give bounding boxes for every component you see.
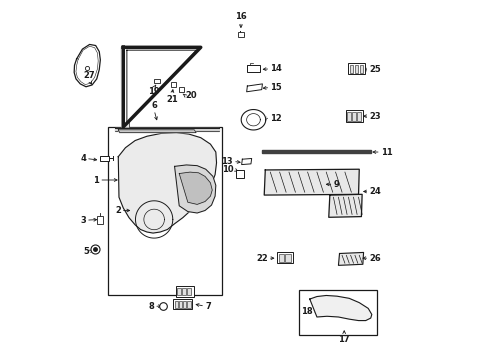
Text: 7: 7 xyxy=(204,302,210,311)
FancyBboxPatch shape xyxy=(187,301,190,308)
Text: 8: 8 xyxy=(148,302,154,311)
Polygon shape xyxy=(121,47,129,127)
FancyBboxPatch shape xyxy=(349,65,352,73)
FancyBboxPatch shape xyxy=(174,301,178,308)
FancyBboxPatch shape xyxy=(356,112,360,121)
Polygon shape xyxy=(338,252,363,265)
Text: 5: 5 xyxy=(83,247,89,256)
FancyBboxPatch shape xyxy=(187,288,191,296)
FancyBboxPatch shape xyxy=(285,253,290,262)
Text: 17: 17 xyxy=(338,335,349,344)
FancyBboxPatch shape xyxy=(351,112,355,121)
Text: 6: 6 xyxy=(151,101,157,110)
Polygon shape xyxy=(118,133,216,233)
FancyBboxPatch shape xyxy=(346,112,350,121)
Bar xyxy=(107,127,222,296)
Polygon shape xyxy=(264,169,359,195)
Polygon shape xyxy=(123,47,201,127)
Polygon shape xyxy=(261,150,370,153)
FancyBboxPatch shape xyxy=(177,288,181,296)
FancyBboxPatch shape xyxy=(171,82,176,87)
FancyBboxPatch shape xyxy=(359,65,363,73)
FancyBboxPatch shape xyxy=(278,253,284,262)
Polygon shape xyxy=(309,296,371,320)
Text: 4: 4 xyxy=(80,154,86,163)
FancyBboxPatch shape xyxy=(354,65,357,73)
Polygon shape xyxy=(179,172,212,204)
Text: 1: 1 xyxy=(93,176,99,185)
FancyBboxPatch shape xyxy=(277,252,292,263)
Polygon shape xyxy=(115,128,218,131)
Text: 14: 14 xyxy=(270,64,282,73)
Text: 12: 12 xyxy=(270,114,282,123)
Text: 13: 13 xyxy=(221,157,233,166)
FancyBboxPatch shape xyxy=(179,301,182,308)
Polygon shape xyxy=(174,165,215,213)
Polygon shape xyxy=(118,130,196,133)
Text: 19: 19 xyxy=(148,87,160,96)
Polygon shape xyxy=(328,194,362,217)
FancyBboxPatch shape xyxy=(97,216,103,224)
Text: 11: 11 xyxy=(380,148,392,157)
Text: 20: 20 xyxy=(185,91,197,100)
Text: 9: 9 xyxy=(333,180,339,189)
Polygon shape xyxy=(74,44,100,87)
Text: 3: 3 xyxy=(80,216,86,225)
FancyBboxPatch shape xyxy=(154,79,160,83)
Text: 10: 10 xyxy=(222,165,233,174)
FancyBboxPatch shape xyxy=(238,32,244,37)
FancyBboxPatch shape xyxy=(173,299,192,309)
Text: 21: 21 xyxy=(166,95,178,104)
Text: 25: 25 xyxy=(368,65,380,74)
Polygon shape xyxy=(246,84,262,92)
Text: 2: 2 xyxy=(115,206,121,215)
Text: 18: 18 xyxy=(301,307,312,316)
FancyBboxPatch shape xyxy=(247,65,259,72)
Text: 26: 26 xyxy=(368,254,380,263)
FancyBboxPatch shape xyxy=(348,63,364,74)
Text: 23: 23 xyxy=(368,112,380,121)
Text: 15: 15 xyxy=(270,83,282,92)
FancyBboxPatch shape xyxy=(182,288,186,296)
FancyBboxPatch shape xyxy=(176,286,193,297)
Polygon shape xyxy=(241,109,265,130)
FancyBboxPatch shape xyxy=(345,110,362,122)
FancyBboxPatch shape xyxy=(100,156,109,161)
Text: 16: 16 xyxy=(235,13,246,22)
FancyBboxPatch shape xyxy=(183,301,186,308)
FancyBboxPatch shape xyxy=(178,87,183,92)
Polygon shape xyxy=(241,158,251,165)
FancyBboxPatch shape xyxy=(298,290,376,335)
Text: 27: 27 xyxy=(83,71,95,80)
Text: 24: 24 xyxy=(368,187,380,196)
Text: 22: 22 xyxy=(256,254,267,263)
